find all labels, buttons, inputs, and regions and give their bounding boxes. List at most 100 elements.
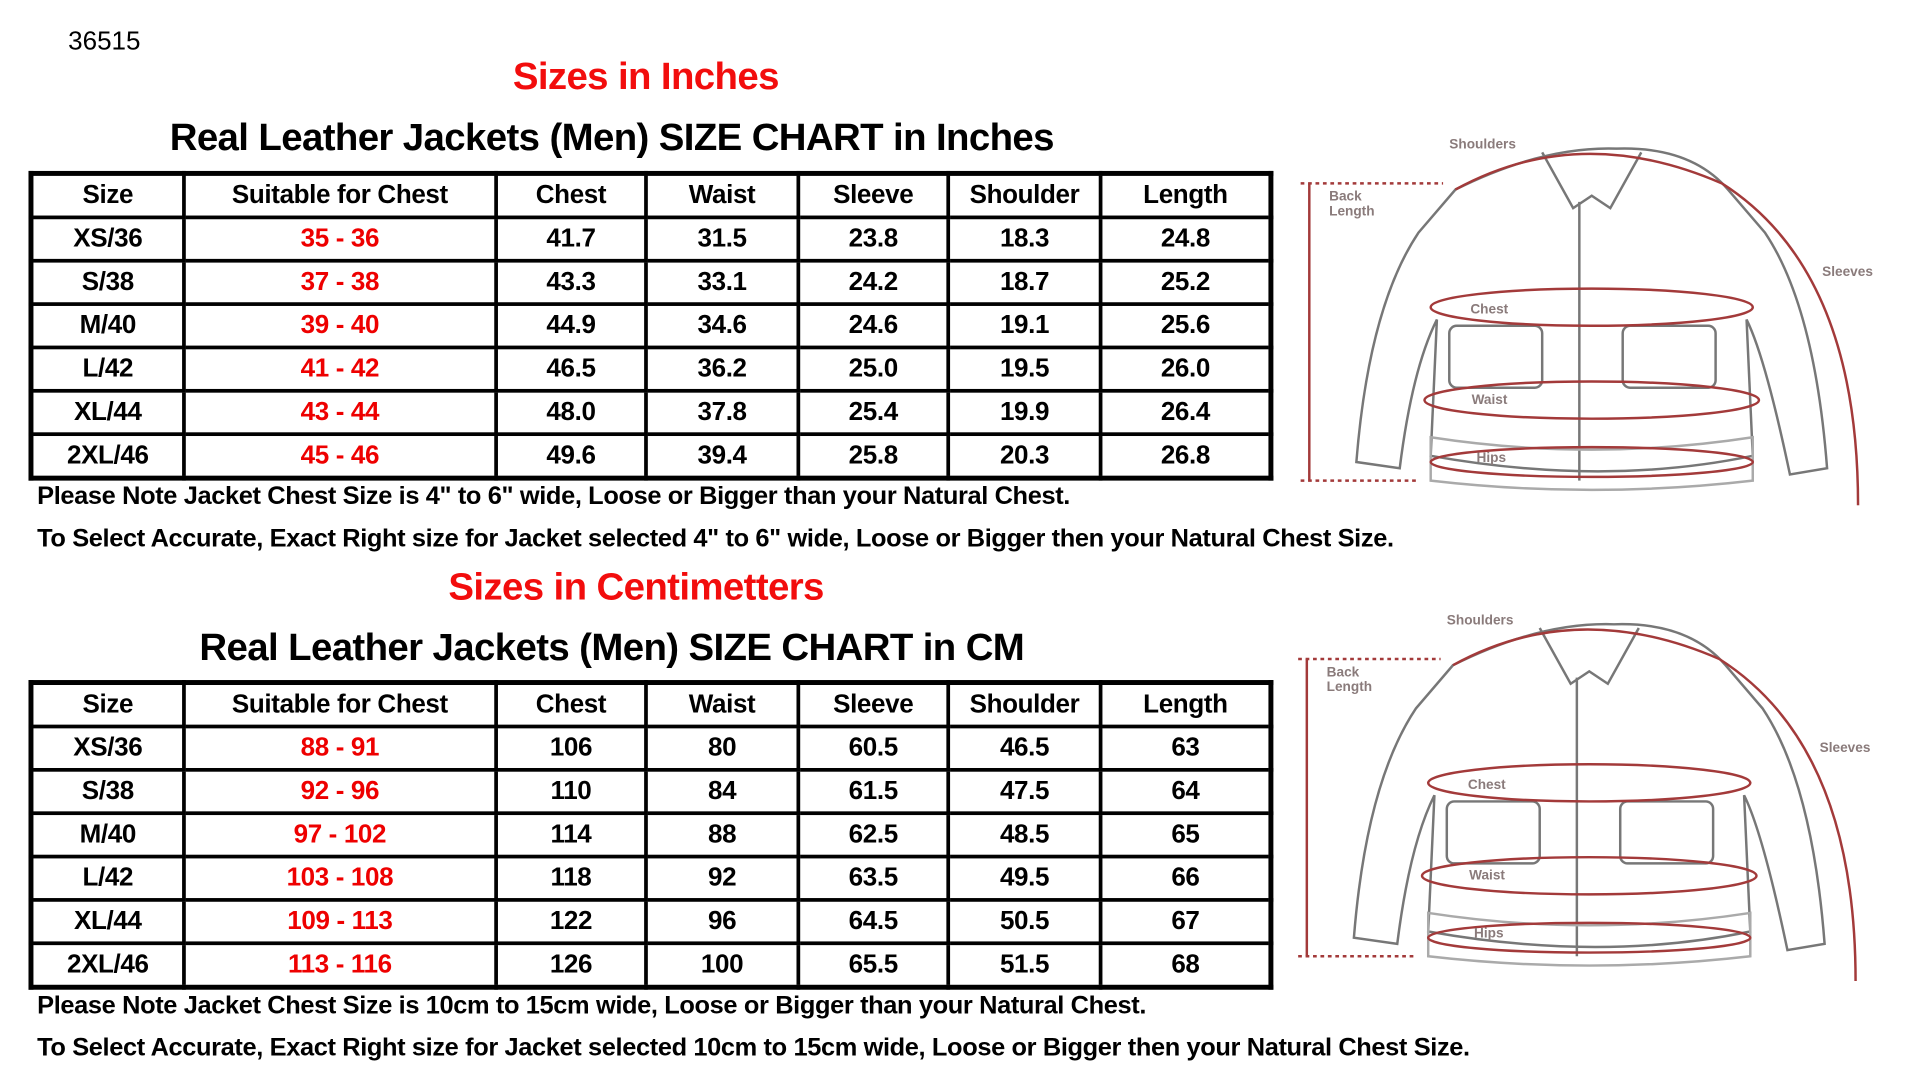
measurement-cell: 18.7 bbox=[946, 258, 1103, 306]
measurement-cell: 23.8 bbox=[796, 215, 951, 263]
measurement-cell: 68 bbox=[1098, 941, 1273, 990]
table-row: L/42 103 - 108 118 92 63.5 49.5 66 bbox=[29, 854, 1273, 902]
measurement-cell: 106 bbox=[493, 724, 649, 772]
chest-range-cell: 39 - 40 bbox=[182, 302, 498, 350]
measurement-cell: 65 bbox=[1098, 811, 1273, 859]
chest-range-cell: 92 - 96 bbox=[182, 767, 498, 816]
shoulders-label: Shoulders bbox=[1449, 137, 1516, 153]
cm-size-table: Size Suitable for Chest Chest Waist Sleeve Sh… bbox=[28, 680, 1274, 990]
measurement-cell: 51.5 bbox=[946, 941, 1103, 990]
cm-note-1: Please Note Jacket Chest Size is 10cm to… bbox=[37, 990, 1147, 1020]
measurement-cell: 36.2 bbox=[644, 345, 800, 393]
table-row: S/38 37 - 38 43.3 33.1 24.2 18.7 25.2 bbox=[29, 258, 1273, 306]
column-header: Suitable for Chest bbox=[182, 171, 498, 220]
measurement-cell: 80 bbox=[644, 724, 800, 772]
size-cell: XS/36 bbox=[29, 724, 186, 772]
inches-size-table: Size Suitable for Chest Chest Waist Sleeve Sh… bbox=[28, 170, 1274, 481]
table-row: XS/36 88 - 91 106 80 60.5 46.5 63 bbox=[29, 724, 1273, 772]
measurement-cell: 63.5 bbox=[796, 854, 951, 902]
table-row: M/40 39 - 40 44.9 34.6 24.6 19.1 25.6 bbox=[29, 302, 1273, 350]
measurement-cell: 34.6 bbox=[644, 302, 800, 350]
sleeves-label: Sleeves bbox=[1822, 265, 1873, 280]
size-cell: S/38 bbox=[29, 258, 186, 306]
shoulders-label: Shoulders bbox=[1446, 613, 1514, 629]
measurement-cell: 114 bbox=[493, 811, 649, 859]
table-row: L/42 41 - 42 46.5 36.2 25.0 19.5 26.0 bbox=[29, 345, 1273, 393]
measurement-cell: 64.5 bbox=[796, 898, 951, 946]
measurement-cell: 64 bbox=[1098, 767, 1273, 816]
table-row: 2XL/46 45 - 46 49.6 39.4 25.8 20.3 26.8 bbox=[29, 432, 1273, 480]
measurement-cell: 18.3 bbox=[946, 215, 1103, 263]
cm-note-2: To Select Accurate, Exact Right size for… bbox=[37, 1033, 1470, 1062]
size-cell: S/38 bbox=[29, 767, 186, 816]
column-header: Sleeve bbox=[796, 171, 951, 220]
measurement-cell: 24.6 bbox=[796, 302, 951, 350]
measurement-cell: 110 bbox=[493, 767, 649, 816]
column-header: Chest bbox=[493, 680, 649, 729]
chest-range-cell: 45 - 46 bbox=[182, 432, 498, 480]
table-row: XL/44 43 - 44 48.0 37.8 25.4 19.9 26.4 bbox=[29, 388, 1273, 437]
measurement-cell: 46.5 bbox=[493, 345, 649, 393]
sleeves-label: Sleeves bbox=[1819, 740, 1871, 756]
column-header: Chest bbox=[493, 171, 649, 220]
header-row: Size Suitable for Chest Chest Waist Sleeve Sh… bbox=[29, 680, 1273, 729]
size-cell: 2XL/46 bbox=[29, 941, 186, 990]
waist-label: Waist bbox=[1471, 392, 1508, 408]
column-header: Length bbox=[1098, 680, 1273, 729]
size-cell: L/42 bbox=[29, 345, 186, 393]
measurement-cell: 43.3 bbox=[493, 258, 649, 306]
measurement-cell: 25.0 bbox=[796, 345, 951, 393]
jacket-measurement-diagram: Shoulders Back Length Sleeves Chest Wais… bbox=[1292, 609, 1899, 982]
measurement-cell: 50.5 bbox=[946, 898, 1103, 946]
size-cell: 2XL/46 bbox=[29, 432, 186, 480]
measurement-cell: 20.3 bbox=[946, 432, 1103, 480]
size-cell: XL/44 bbox=[29, 898, 186, 946]
table-row: XL/44 109 - 113 122 96 64.5 50.5 67 bbox=[29, 898, 1273, 946]
measurement-cell: 37.8 bbox=[644, 388, 800, 437]
measurement-cell: 26.4 bbox=[1098, 388, 1273, 437]
measurement-cell: 118 bbox=[493, 854, 649, 902]
measurement-cell: 48.5 bbox=[946, 811, 1103, 859]
size-cell: XS/36 bbox=[29, 215, 186, 263]
measurement-cell: 49.6 bbox=[493, 432, 649, 480]
table-row: XS/36 35 - 36 41.7 31.5 23.8 18.3 24.8 bbox=[29, 215, 1273, 263]
measurement-cell: 39.4 bbox=[644, 432, 800, 480]
back-length-label: Back Length bbox=[1326, 665, 1373, 695]
chest-range-cell: 35 - 36 bbox=[182, 215, 498, 263]
column-header: Waist bbox=[644, 680, 800, 729]
measurement-cell: 60.5 bbox=[796, 724, 951, 772]
measurement-cell: 100 bbox=[644, 941, 800, 990]
measurement-cell: 19.5 bbox=[946, 345, 1103, 393]
cm-title: Real Leather Jackets (Men) SIZE CHART in… bbox=[199, 625, 1025, 669]
measurement-cell: 25.6 bbox=[1098, 302, 1273, 350]
measurement-cell: 49.5 bbox=[946, 854, 1103, 902]
jacket-sketch-icon bbox=[1300, 147, 1860, 506]
measurement-cell: 63 bbox=[1098, 724, 1273, 772]
column-header: Size bbox=[29, 680, 186, 729]
column-header: Sleeve bbox=[796, 680, 951, 729]
measurement-cell: 33.1 bbox=[644, 258, 800, 306]
table-row: 2XL/46 113 - 116 126 100 65.5 51.5 68 bbox=[29, 941, 1273, 990]
measurement-cell: 62.5 bbox=[796, 811, 951, 859]
inches-title: Real Leather Jackets (Men) SIZE CHART in… bbox=[169, 115, 1055, 159]
size-cell: L/42 bbox=[29, 854, 186, 902]
inches-note-2: To Select Accurate, Exact Right size for… bbox=[37, 523, 1394, 553]
measurement-cell: 96 bbox=[644, 898, 800, 946]
measurement-cell: 25.4 bbox=[796, 388, 951, 437]
table-row: S/38 92 - 96 110 84 61.5 47.5 64 bbox=[29, 767, 1273, 816]
measurement-cell: 61.5 bbox=[796, 767, 951, 816]
measurement-cell: 88 bbox=[644, 811, 800, 859]
measurement-cell: 66 bbox=[1098, 854, 1273, 902]
hips-label: Hips bbox=[1476, 450, 1507, 466]
measurement-cell: 122 bbox=[493, 898, 649, 946]
column-header: Length bbox=[1098, 171, 1273, 220]
chest-range-cell: 37 - 38 bbox=[182, 258, 498, 306]
inches-note-1: Please Note Jacket Chest Size is 4" to 6… bbox=[37, 481, 1070, 511]
measurement-cell: 44.9 bbox=[493, 302, 649, 350]
product-code: 36515 bbox=[68, 27, 141, 56]
measurement-cell: 47.5 bbox=[946, 767, 1103, 816]
measurement-cell: 126 bbox=[493, 941, 649, 990]
chest-range-cell: 113 - 116 bbox=[182, 941, 498, 990]
measurement-cell: 19.9 bbox=[946, 388, 1103, 437]
